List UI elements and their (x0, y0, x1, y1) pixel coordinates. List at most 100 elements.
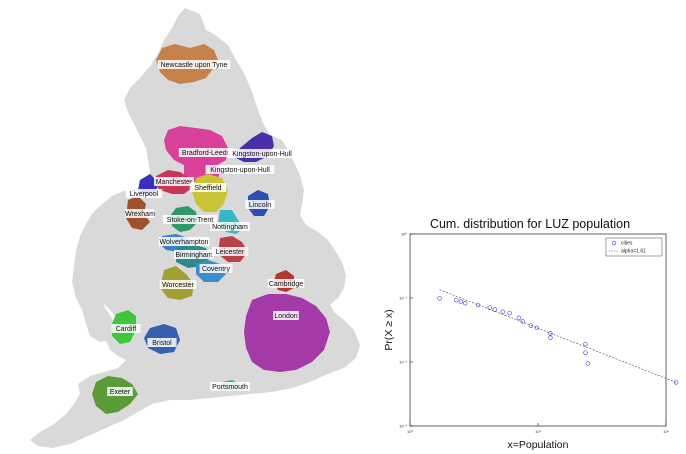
city-label-background (273, 311, 299, 320)
data-point (585, 361, 591, 366)
city-label-background (154, 177, 194, 186)
city-label: Stoke-on-Trent (167, 217, 213, 224)
data-point (673, 380, 679, 385)
city-label-group: Coventry (199, 264, 233, 273)
city-label-background (125, 189, 163, 198)
city-label: Manchester (156, 179, 193, 186)
city-label: London (274, 313, 297, 320)
city-label: Wolverhampton (160, 239, 209, 246)
city-label-background (205, 165, 275, 174)
legend-box (605, 237, 663, 257)
data-point (548, 331, 553, 336)
city-label-background (178, 148, 234, 157)
city-label-group: Newcastle upon Tyne (157, 60, 231, 69)
region-bradford-leeds (164, 126, 228, 168)
legend: cities alpha=1.61 (605, 237, 663, 257)
city-label: Nottingham (212, 224, 248, 231)
y-axis-label: Pr(X ≥ x) (383, 309, 395, 350)
data-point (528, 323, 534, 328)
city-label-background (147, 338, 177, 347)
data-point (458, 299, 464, 304)
city-label-group: Worcester (159, 280, 197, 289)
city-label: Leicester (216, 249, 245, 256)
city-label-group: Leicester (211, 247, 249, 256)
city-label: Newcastle upon Tyne (161, 62, 228, 69)
city-label-background (111, 324, 141, 333)
city-label: Bradford-Leeds (182, 150, 231, 157)
y-tick-label: 10⁰ (401, 232, 407, 237)
city-label: Exeter (110, 389, 131, 396)
data-point (454, 297, 459, 303)
city-label-group: Liverpool (125, 189, 163, 198)
city-label-group: Kingston-upon-Hull (227, 149, 297, 158)
city-label: Liverpool (130, 191, 159, 198)
city-label-background (159, 280, 197, 289)
city-label-group: Nottingham (210, 222, 250, 231)
wales-region (72, 190, 126, 342)
city-label-group: Cardiff (111, 324, 141, 333)
data-point (534, 325, 540, 331)
city-label-group: Bradford-Leeds (178, 148, 234, 157)
chart-title: Cum. distribution for LUZ population (430, 217, 630, 231)
city-label: Wrexham (125, 211, 155, 218)
city-label: Cambridge (269, 281, 303, 288)
data-point (583, 350, 588, 355)
city-label-group: London (273, 311, 299, 320)
data-point (520, 319, 525, 324)
city-label: Bristol (152, 340, 172, 347)
city-label: Portsmouth (212, 384, 248, 391)
city-label-group: Bristol (147, 338, 177, 347)
data-point (583, 341, 588, 347)
city-label-background (211, 247, 249, 256)
x-tick-label: 10⁰ (407, 429, 413, 434)
data-point (507, 310, 512, 316)
city-label-background (189, 183, 227, 192)
city-label: Birmingham (175, 252, 213, 259)
data-point (548, 335, 553, 340)
city-label: Kingston-upon-Hull (232, 151, 292, 158)
city-label-group: Lincoln (245, 200, 275, 209)
legend-label-fit: alpha=1.61 (621, 249, 646, 255)
city-label-background (162, 215, 218, 224)
data-point (492, 307, 498, 312)
city-label: Kingston-upon-Hull (210, 167, 270, 174)
x-tick-label: 10² (663, 429, 669, 434)
city-label: Worcester (162, 282, 194, 289)
y-tick-label: 10⁻³ (399, 424, 408, 429)
data-point (500, 309, 505, 314)
city-label-background (158, 237, 210, 246)
city-label: Lincoln (249, 202, 271, 209)
data-point (437, 296, 442, 301)
city-label-background (157, 60, 231, 69)
city-label: Coventry (202, 266, 231, 273)
plot-frame (409, 233, 667, 427)
city-label: Sheffield (194, 185, 221, 192)
region-london (244, 294, 330, 372)
city-label-background (174, 250, 214, 259)
y-tick-label: 10⁻² (399, 360, 408, 365)
city-label-group: Kingston-upon-Hull (205, 165, 275, 174)
legend-label-cities: cities (621, 241, 633, 247)
city-label-background (125, 209, 155, 218)
city-label-group: Stoke-on-Trent (162, 215, 218, 224)
city-label-background (227, 149, 297, 158)
x-tick-label: 10¹ (535, 429, 541, 434)
data-point (516, 315, 522, 321)
city-label-group: Portsmouth (210, 382, 250, 391)
data-point (463, 300, 468, 306)
city-label-background (199, 264, 233, 273)
data-point (475, 302, 481, 308)
city-label-group: Wrexham (125, 209, 155, 218)
city-label-group: Manchester (154, 177, 194, 186)
city-label-background (267, 279, 305, 288)
legend-marker-cities (611, 240, 617, 246)
x-axis-label: x=Population (507, 439, 568, 451)
city-label-group: Wolverhampton (158, 237, 210, 246)
y-tick-label: 10⁻¹ (399, 296, 408, 301)
city-label-background (210, 222, 250, 231)
city-label-group: Birmingham (174, 250, 214, 259)
cumulative-distribution-chart: Cum. distribution for LUZ population 10⁰… (383, 217, 679, 451)
city-label-group: Sheffield (189, 183, 227, 192)
city-label-background (245, 200, 275, 209)
